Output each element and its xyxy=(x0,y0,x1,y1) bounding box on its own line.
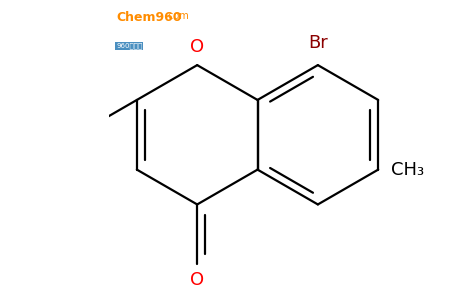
Text: Br: Br xyxy=(308,34,328,52)
Text: Chem960: Chem960 xyxy=(116,11,182,24)
Text: CH₃: CH₃ xyxy=(391,161,424,179)
Text: O: O xyxy=(190,271,204,289)
Text: .com: .com xyxy=(165,11,189,21)
Text: O: O xyxy=(190,38,204,56)
Text: 960化工网: 960化工网 xyxy=(116,43,142,49)
